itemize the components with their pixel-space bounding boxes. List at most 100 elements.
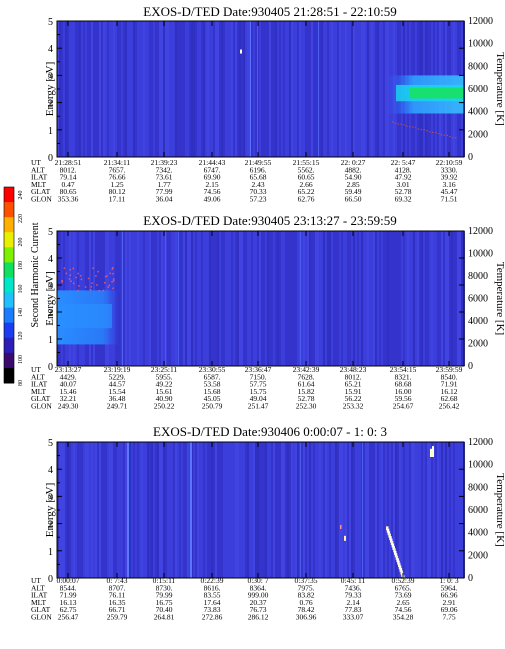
heatmap-column	[401, 231, 403, 366]
footer-cell: 2.85	[346, 180, 359, 189]
heatmap-column	[359, 231, 361, 366]
heatmap-column	[277, 231, 279, 366]
footer-cell: 0:15:11	[153, 576, 176, 585]
heatmap-column	[329, 231, 331, 366]
heatmap-column	[447, 231, 449, 366]
footer-cell: 23:36:47	[245, 365, 272, 374]
footer-cell: 62.68	[441, 394, 458, 403]
footer-row-label: ALT	[31, 583, 45, 592]
footer-cell: 83.82	[298, 591, 315, 600]
footer-cell: 70.40	[156, 605, 173, 614]
heatmap-column	[247, 21, 249, 157]
heatmap-column	[235, 21, 237, 157]
heatmap-column	[129, 442, 131, 578]
heatmap-column	[69, 21, 71, 157]
temperature-dot	[111, 268, 114, 270]
heatmap-column	[271, 231, 273, 366]
heatmap-column	[63, 442, 65, 578]
footer-cell: 15.91	[345, 387, 362, 396]
heatmap-column	[225, 442, 227, 578]
heatmap-column	[151, 231, 153, 366]
heatmap-column	[349, 21, 351, 157]
heatmap-column	[75, 21, 77, 157]
heatmap-column	[187, 21, 189, 157]
heatmap-column	[329, 21, 331, 157]
heatmap-column	[95, 442, 97, 578]
footer-cell: 79.33	[345, 591, 362, 600]
trace-mark	[401, 572, 404, 577]
heatmap-column	[199, 231, 201, 366]
heatmap-column	[167, 21, 169, 157]
heatmap-column	[203, 231, 205, 366]
heatmap-column	[313, 442, 315, 578]
heatmap-column	[239, 442, 241, 578]
footer-row-label: GLON	[31, 195, 52, 204]
footer-cell: 8730.	[156, 583, 173, 592]
y-tick-label: 1	[48, 335, 53, 346]
heatmap-column	[355, 21, 357, 157]
heatmap-column	[65, 442, 67, 578]
heatmap-column	[439, 442, 441, 578]
colorbar-tick-label: 100	[18, 355, 24, 364]
heatmap-column	[309, 442, 311, 578]
temperature-dot	[78, 285, 80, 287]
footer-cell: 1.25	[110, 180, 123, 189]
footer-row-label: GLAT	[31, 187, 51, 196]
y-tick-label: 2	[48, 520, 53, 531]
heatmap-column	[347, 231, 349, 366]
colorbar-segment	[4, 352, 14, 369]
heatmap-column	[371, 231, 373, 366]
footer-cell: 0:45: 11	[341, 576, 366, 585]
trace-mark	[390, 538, 393, 543]
heatmap-column	[97, 21, 99, 157]
heatmap-column	[191, 231, 193, 366]
footer-cell: 65.21	[345, 380, 362, 389]
heatmap-column	[293, 231, 295, 366]
temperature-dot	[87, 277, 90, 280]
heatmap-column	[355, 442, 357, 578]
heatmap-column	[279, 442, 281, 578]
footer-cell: 71.51	[441, 195, 458, 204]
footer-cell: 8364.	[250, 583, 267, 592]
heatmap-column	[367, 21, 369, 157]
footer-cell: 251.47	[248, 402, 269, 411]
panel-2: 0 1 2 3 4 5 0 2000 4000 6000 8000 10000 12000 EXOS-D/…	[31, 213, 505, 411]
temperature-dot	[84, 286, 87, 288]
footer-cell: 36.48	[109, 394, 126, 403]
y-right-tick-label: 4000	[468, 107, 488, 118]
heatmap-column	[169, 231, 171, 366]
y-tick-label: 4	[48, 465, 53, 476]
heatmap-column	[71, 442, 73, 578]
footer-row-label: UT	[31, 576, 41, 585]
heatmap-column	[161, 231, 163, 366]
temperature-dot	[111, 281, 113, 283]
heatmap-column	[211, 21, 213, 157]
footer-cell: 74.56	[204, 187, 221, 196]
footer-cell: 0.47	[61, 180, 74, 189]
heatmap-column	[269, 21, 271, 157]
heatmap-column	[335, 231, 337, 366]
heatmap-column	[219, 231, 221, 366]
footer-cell: 23:30:55	[199, 365, 226, 374]
trace-mark	[388, 533, 391, 538]
y-right-tick-label: 2000	[468, 339, 488, 350]
footer-cell: 3.16	[442, 180, 455, 189]
heatmap-column	[307, 21, 309, 157]
heatmap-column	[303, 442, 305, 578]
heatmap-column	[331, 231, 333, 366]
footer-cell: 1.77	[157, 180, 170, 189]
heatmap-column	[399, 231, 401, 366]
heatmap-column	[245, 231, 247, 366]
footer-cell: 250.79	[202, 402, 223, 411]
heatmap-column	[321, 442, 323, 578]
heatmap-column	[451, 442, 453, 578]
bright-pixel	[344, 535, 346, 541]
heatmap-column	[313, 21, 315, 157]
footer-cell: 66.50	[345, 195, 362, 204]
heatmap-column	[379, 231, 381, 366]
footer-row-label: GLAT	[31, 605, 51, 614]
heatmap-bright-line	[318, 21, 319, 157]
heatmap-column	[183, 21, 185, 157]
heatmap-column	[351, 21, 353, 157]
heatmap-column	[417, 442, 419, 578]
